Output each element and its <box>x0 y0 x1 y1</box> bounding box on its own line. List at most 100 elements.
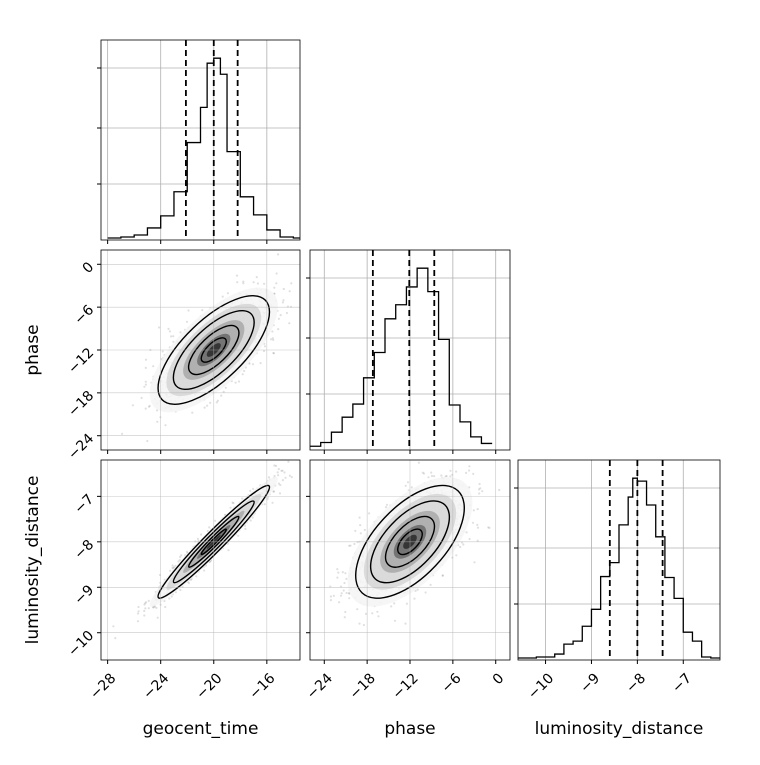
sample-point <box>187 581 190 585</box>
y-tick-label: 0 <box>80 259 98 277</box>
sample-point <box>272 351 275 355</box>
y-tick-label: −7 <box>71 491 97 517</box>
sample-point <box>462 543 465 546</box>
x-tick-label: −10 <box>525 670 557 702</box>
sample-point <box>237 380 241 383</box>
sample-point <box>342 589 345 592</box>
sample-point <box>290 282 293 285</box>
y-tick-label: −9 <box>71 582 97 608</box>
sample-point <box>224 386 227 389</box>
sample-point <box>276 471 279 474</box>
sample-point <box>358 622 361 625</box>
sample-point <box>476 526 480 529</box>
sample-point <box>359 524 362 527</box>
sample-point <box>255 276 258 279</box>
x-tick-label: −16 <box>246 670 278 702</box>
sample-point <box>449 475 452 478</box>
sample-point <box>465 471 468 474</box>
density-panel-geocent_time-luminosity_distance <box>97 459 301 664</box>
sample-point <box>478 482 481 486</box>
sample-point <box>164 605 167 609</box>
sample-point <box>273 474 276 478</box>
sample-point <box>377 615 380 618</box>
sample-point <box>203 406 206 409</box>
sample-point <box>441 574 444 577</box>
sample-point <box>348 597 351 600</box>
sample-point <box>421 471 424 474</box>
panel-frame <box>309 249 511 451</box>
sample-point <box>281 479 284 482</box>
sample-point <box>277 468 280 471</box>
sample-point <box>343 616 346 619</box>
sample-point <box>271 330 274 333</box>
sample-point <box>244 527 247 531</box>
sample-point <box>343 581 346 585</box>
sample-point <box>172 335 175 338</box>
sample-point <box>262 349 266 353</box>
contour-line-0 <box>157 295 271 405</box>
x-tick-label: −6 <box>439 670 465 696</box>
sample-point <box>277 328 280 331</box>
sample-point <box>473 561 476 564</box>
sample-point <box>424 591 427 594</box>
sample-point <box>222 390 225 393</box>
sample-point <box>349 544 352 547</box>
sample-point <box>289 305 293 308</box>
sample-point <box>170 595 173 598</box>
sample-point <box>354 529 357 533</box>
sample-point <box>363 528 366 532</box>
sample-point <box>275 272 278 275</box>
sample-point <box>236 281 239 284</box>
sample-point <box>187 309 190 312</box>
sample-point <box>281 469 284 472</box>
sample-point <box>275 282 278 285</box>
sample-point <box>478 492 481 495</box>
sample-point <box>147 607 150 610</box>
contour-line-3 <box>397 528 423 556</box>
sample-point <box>143 385 146 388</box>
sample-point <box>272 490 275 493</box>
sample-point <box>339 594 343 597</box>
sample-point <box>140 396 143 399</box>
sample-point <box>441 574 444 577</box>
sample-point <box>234 381 237 384</box>
sample-point <box>164 424 167 427</box>
sample-point <box>131 404 134 407</box>
x-axis-label: phase <box>384 719 435 739</box>
sample-point <box>384 506 388 509</box>
sample-point <box>152 606 155 609</box>
y-tick-label: −10 <box>65 628 97 660</box>
sample-point <box>385 503 389 506</box>
sample-point <box>393 602 396 605</box>
sample-point <box>353 542 356 546</box>
sample-point <box>144 407 147 410</box>
sample-point <box>147 405 151 408</box>
x-tick-label: −20 <box>193 670 225 702</box>
contour-line-2 <box>187 515 240 568</box>
sample-point <box>430 471 433 474</box>
sample-point <box>209 401 212 404</box>
sample-point <box>143 609 146 613</box>
sample-point <box>200 533 203 536</box>
sample-point <box>273 286 276 289</box>
x-tick-label: −18 <box>347 670 379 702</box>
y-tick-label: −8 <box>71 537 97 563</box>
sample-point <box>214 519 217 522</box>
sample-point <box>227 549 230 552</box>
contour-line-3 <box>200 337 227 363</box>
sample-point <box>263 282 266 285</box>
contour-line-2 <box>187 324 240 376</box>
sample-point <box>278 492 282 495</box>
sample-point <box>476 539 479 542</box>
y-axis-label: phase <box>23 324 43 375</box>
sample-point <box>144 602 147 605</box>
sample-point <box>468 465 471 468</box>
sample-point <box>277 317 280 320</box>
sample-point <box>144 607 147 610</box>
sample-point <box>243 369 246 373</box>
y-tick-label: −6 <box>71 302 97 328</box>
contour-line-1 <box>172 500 255 584</box>
sample-point <box>229 506 232 509</box>
sample-point <box>364 612 368 616</box>
sample-point <box>232 502 235 505</box>
